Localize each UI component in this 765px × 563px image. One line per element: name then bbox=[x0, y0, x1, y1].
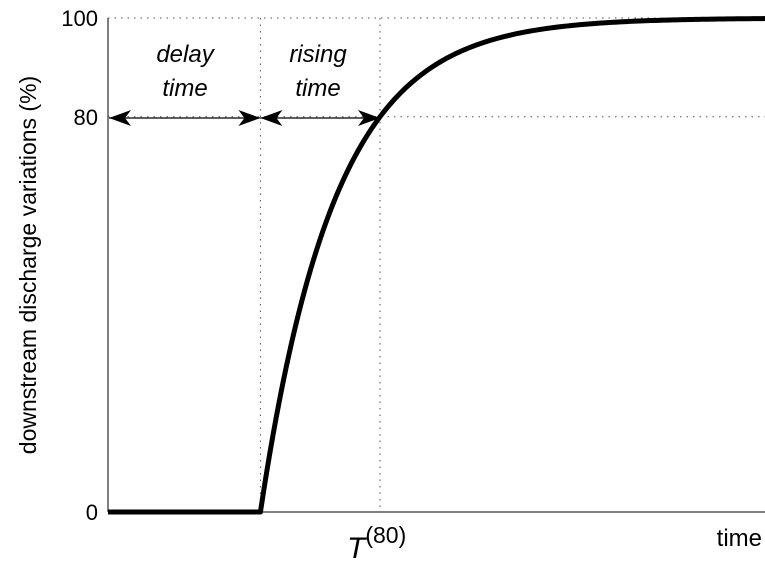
rising-label-line1: rising bbox=[289, 41, 347, 68]
t80-tick-label: T(80) bbox=[347, 522, 406, 563]
delay-label-line2: time bbox=[162, 75, 207, 102]
rising-label-line2: time bbox=[295, 75, 340, 102]
y-tick-label-0: 0 bbox=[86, 500, 98, 525]
y-axis-label: downstream discharge variations (%) bbox=[15, 76, 41, 454]
t80-superscript: (80) bbox=[365, 522, 406, 548]
annotation-arrows bbox=[109, 110, 380, 126]
y-tick-label-80: 80 bbox=[74, 105, 98, 130]
t80-main: T bbox=[347, 532, 368, 563]
series-line bbox=[108, 16, 765, 515]
y-tick-label-100: 100 bbox=[61, 6, 98, 31]
rising-arrow-head-left bbox=[260, 110, 283, 126]
x-axis-label: time bbox=[717, 525, 762, 552]
delay-arrow-head-right bbox=[238, 110, 261, 126]
y-tick-labels: 0 80 100 bbox=[61, 6, 98, 525]
rising-arrow-head-right bbox=[357, 110, 380, 126]
delay-arrow-head-left bbox=[109, 110, 131, 126]
delay-label-line1: delay bbox=[156, 41, 215, 68]
